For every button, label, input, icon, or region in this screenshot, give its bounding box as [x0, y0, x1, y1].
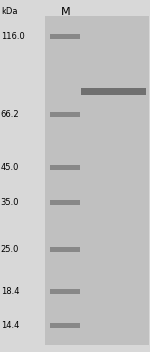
- Text: 66.2: 66.2: [1, 110, 19, 119]
- Text: 116.0: 116.0: [1, 32, 24, 41]
- Text: kDa: kDa: [2, 7, 18, 16]
- FancyBboxPatch shape: [45, 16, 148, 345]
- FancyBboxPatch shape: [50, 200, 80, 205]
- Text: 18.4: 18.4: [1, 287, 19, 296]
- Text: 25.0: 25.0: [1, 245, 19, 253]
- FancyBboxPatch shape: [50, 323, 80, 328]
- Text: 45.0: 45.0: [1, 163, 19, 172]
- FancyBboxPatch shape: [81, 88, 146, 95]
- Text: 35.0: 35.0: [1, 198, 19, 207]
- FancyBboxPatch shape: [50, 112, 80, 117]
- Text: 14.4: 14.4: [1, 321, 19, 330]
- FancyBboxPatch shape: [50, 34, 80, 39]
- FancyBboxPatch shape: [50, 289, 80, 294]
- FancyBboxPatch shape: [50, 165, 80, 170]
- FancyBboxPatch shape: [50, 247, 80, 252]
- Text: M: M: [60, 7, 70, 17]
